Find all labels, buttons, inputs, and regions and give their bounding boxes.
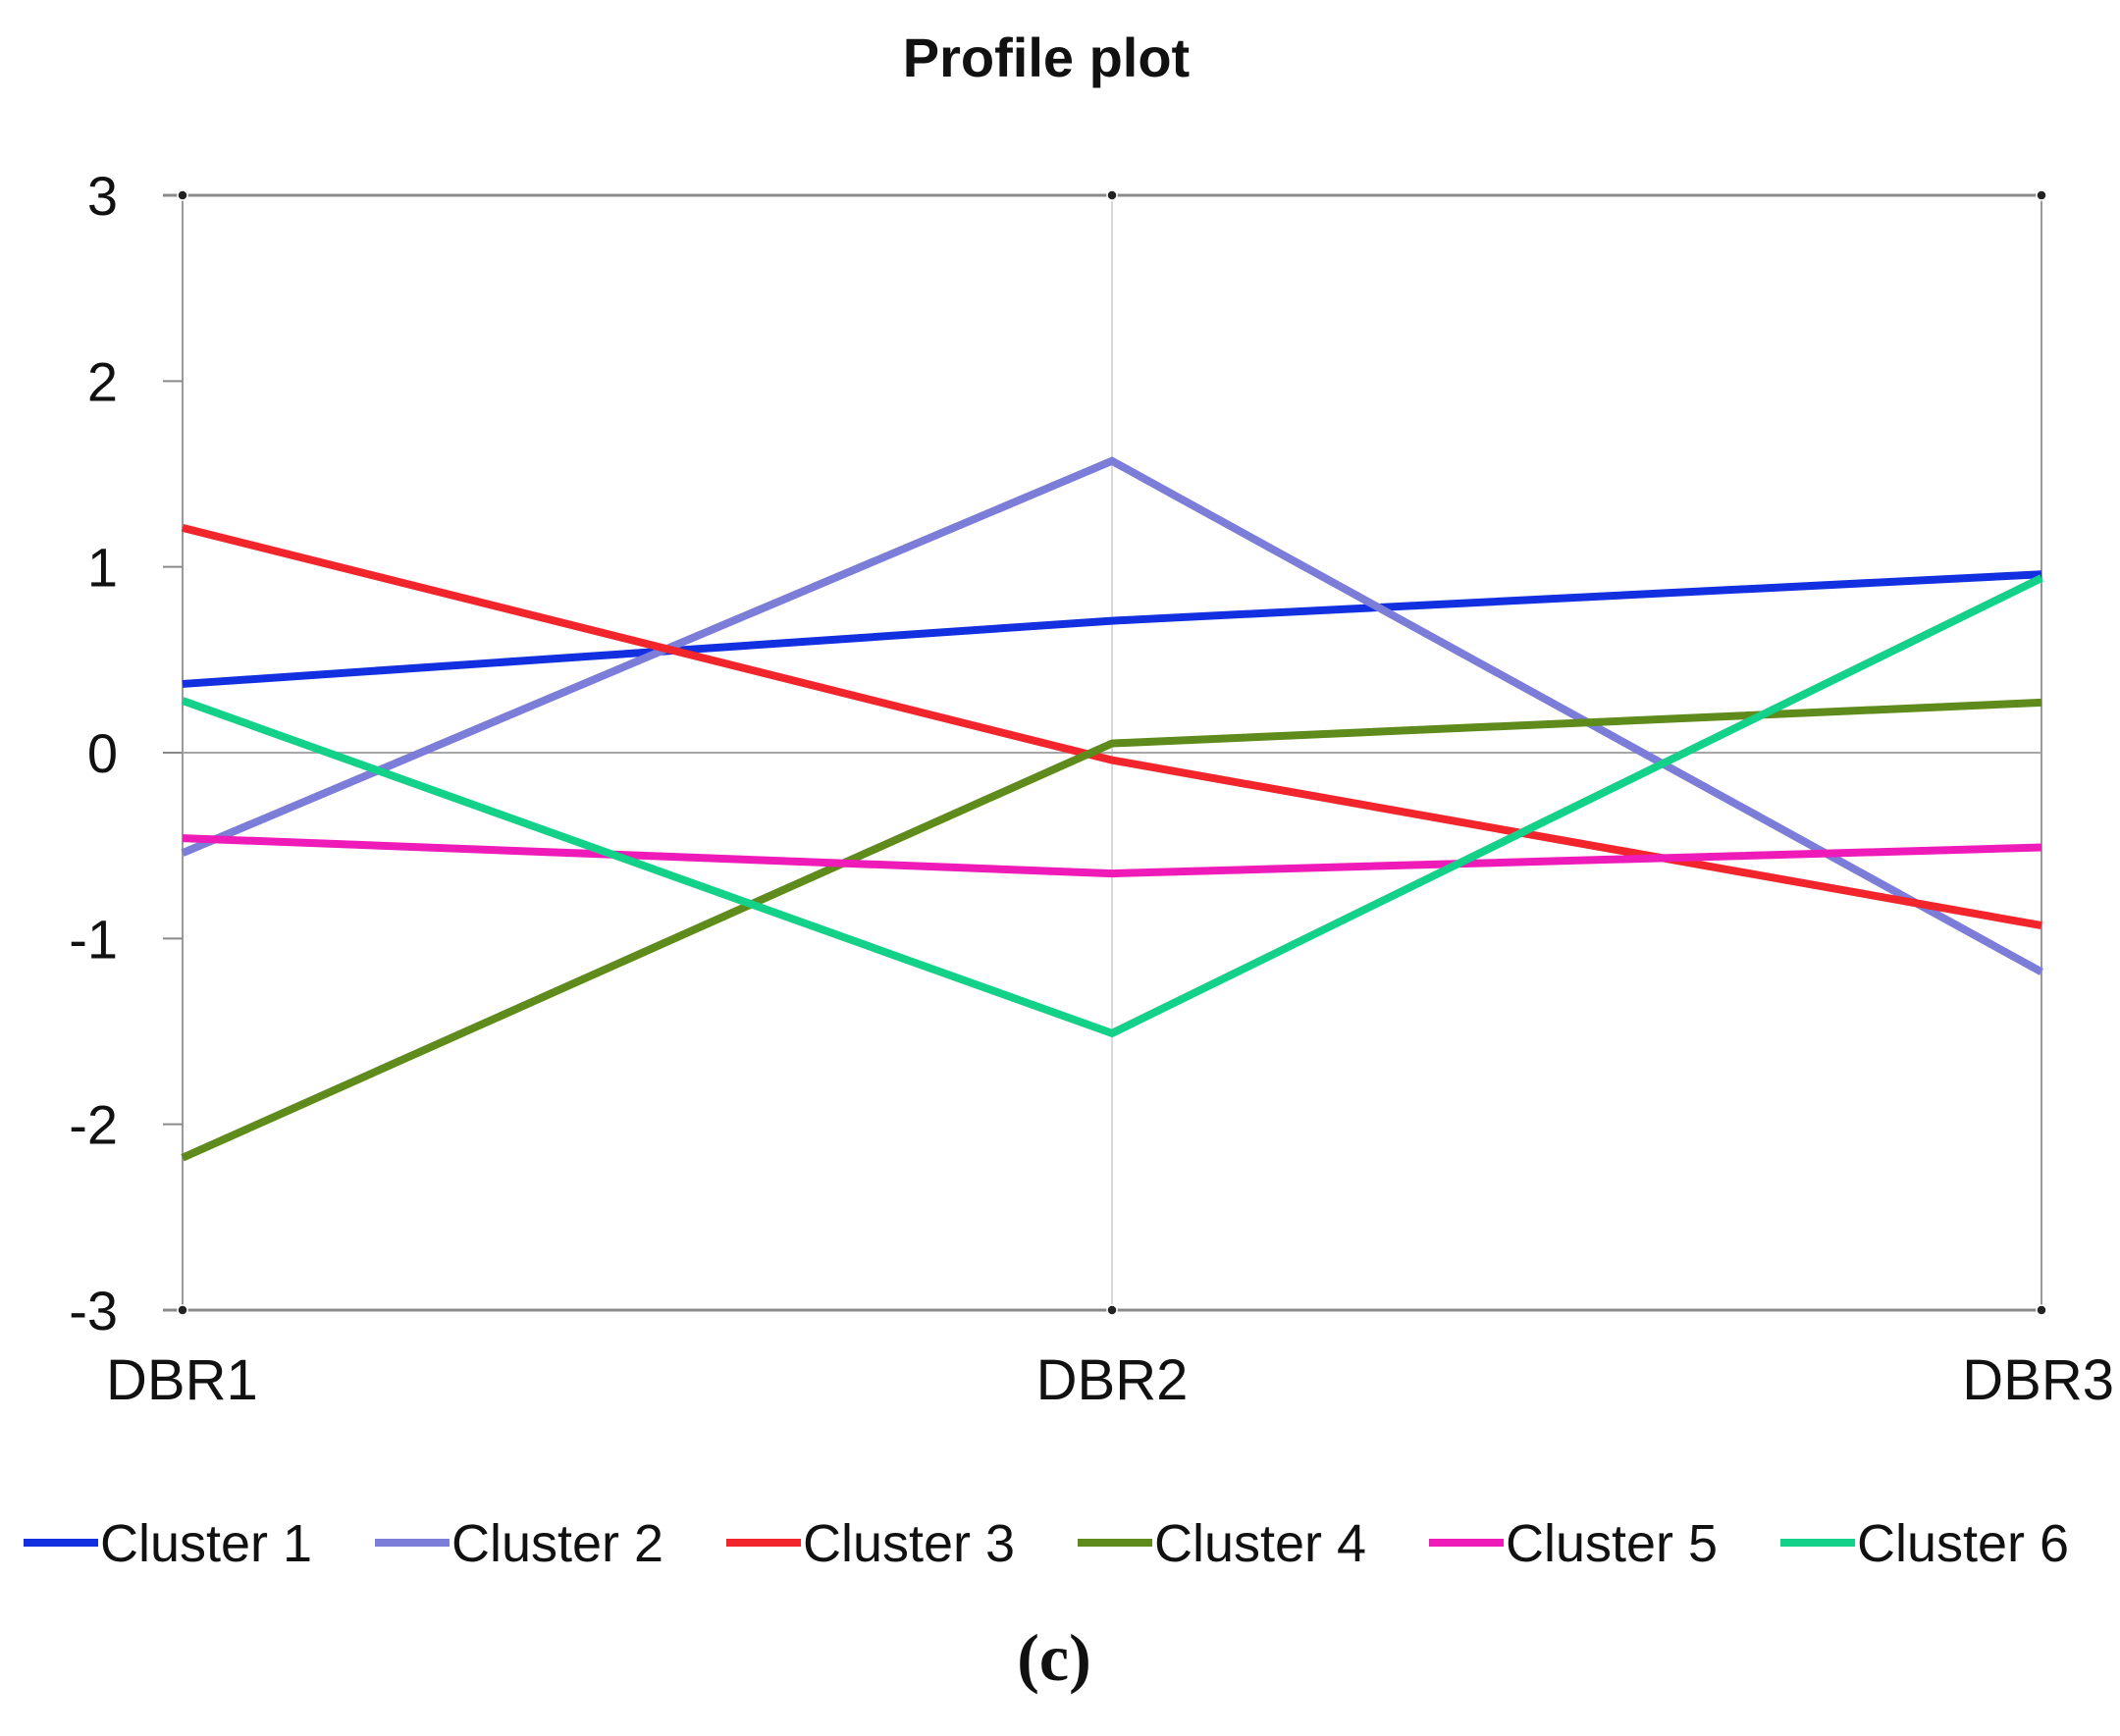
- legend-item-cluster-5: Cluster 5: [1429, 1514, 1718, 1573]
- series-line-cluster-3: [182, 524, 2042, 930]
- legend-item-cluster-4: Cluster 4: [1078, 1514, 1366, 1573]
- legend-item-cluster-1: Cluster 1: [24, 1514, 312, 1573]
- legend-item-cluster-3: Cluster 3: [726, 1514, 1015, 1573]
- frame-dot: [2036, 189, 2047, 201]
- legend-label: Cluster 2: [451, 1514, 663, 1573]
- frame-dot: [177, 1304, 188, 1316]
- legend-label: Cluster 1: [100, 1514, 312, 1573]
- series-line-cluster-5: [182, 834, 2042, 878]
- y-tick-label: -3: [69, 1280, 118, 1341]
- legend-label: Cluster 3: [803, 1514, 1015, 1573]
- series-line-cluster-2: [181, 456, 2043, 975]
- y-tick-label: 0: [87, 722, 118, 784]
- series-line-cluster-1: [182, 570, 2042, 688]
- legend-label: Cluster 6: [1857, 1514, 2069, 1573]
- frame-dot: [1106, 189, 1118, 201]
- y-tick-label: 1: [87, 537, 118, 599]
- series-line-cluster-4: [181, 698, 2042, 1162]
- series-line-cluster-6: [181, 574, 2043, 1038]
- frame-dot: [2036, 1304, 2047, 1316]
- figure-caption: (c): [1017, 1620, 1090, 1695]
- chart-title: Profile plot: [903, 26, 1190, 88]
- legend: Cluster 1 Cluster 2 Cluster 3 Cluster 4 Clus…: [24, 1514, 2069, 1573]
- x-tick-label-dbr1: DBR1: [106, 1348, 258, 1412]
- frame-dot: [1106, 1304, 1118, 1316]
- legend-label: Cluster 5: [1506, 1514, 1718, 1573]
- legend-label: Cluster 4: [1154, 1514, 1366, 1573]
- legend-item-cluster-6: Cluster 6: [1780, 1514, 2069, 1573]
- frame-dot: [177, 189, 188, 201]
- x-tick-label-dbr3: DBR3: [1962, 1348, 2114, 1412]
- series-layer: [181, 456, 2043, 1162]
- y-tick-label: 3: [87, 165, 118, 227]
- y-tick-label: -2: [69, 1094, 118, 1156]
- axes-layer: 3 2 1 0 -1 -2 -3 DBR1 DBR2 DBR3: [69, 165, 2114, 1412]
- x-tick-label-dbr2: DBR2: [1036, 1348, 1189, 1412]
- legend-item-cluster-2: Cluster 2: [375, 1514, 663, 1573]
- y-tick-label: -1: [69, 908, 118, 970]
- y-tick-label: 2: [87, 350, 118, 412]
